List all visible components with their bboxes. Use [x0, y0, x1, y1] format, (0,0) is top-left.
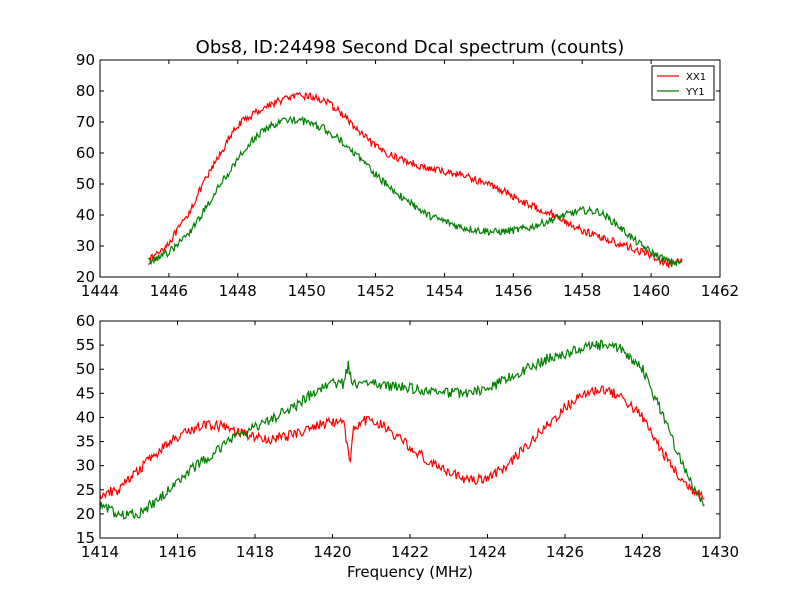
y-tick-label: 60	[76, 312, 95, 330]
y-tick-label: 20	[76, 268, 95, 286]
y-tick-label: 15	[76, 529, 95, 547]
x-tick-label: 1454	[425, 282, 463, 300]
legend-box	[651, 65, 715, 101]
series-line-yy1	[100, 339, 705, 520]
x-tick-label: 1458	[563, 282, 601, 300]
y-tick-label: 55	[76, 336, 95, 354]
legend-label-xx1: XX1	[686, 72, 706, 83]
x-tick-label: 1426	[546, 543, 584, 561]
series-line-yy1	[147, 115, 683, 268]
chart-title: Obs8, ID:24498 Second Dcal spectrum (cou…	[196, 37, 625, 58]
x-tick-label: 1414	[81, 543, 119, 561]
series-line-xx1	[100, 384, 705, 500]
x-tick-label: 1446	[150, 282, 188, 300]
x-tick-label: 1462	[701, 282, 739, 300]
y-tick-label: 70	[76, 113, 95, 131]
x-tick-label: 1422	[391, 543, 429, 561]
legend-label-yy1: YY1	[685, 87, 705, 98]
axes-frame	[99, 59, 721, 278]
x-tick-label: 1430	[701, 543, 739, 561]
y-tick-label: 60	[76, 144, 95, 162]
y-tick-label: 40	[76, 408, 95, 426]
x-tick-label: 1456	[494, 282, 532, 300]
x-tick-label: 1452	[356, 282, 394, 300]
series-line-xx1	[147, 91, 683, 268]
y-tick-label: 45	[76, 384, 95, 402]
top-panel: 1444 1446 1448 1450 1452 1454 1456 1458 1460 1462…	[76, 51, 739, 300]
x-tick-label: 1450	[288, 282, 326, 300]
x-tick-label: 1460	[632, 282, 670, 300]
y-tick-label: 40	[76, 206, 95, 224]
y-tick-label: 25	[76, 481, 95, 499]
x-tick-label: 1424	[468, 543, 506, 561]
x-tick-label: 1416	[158, 543, 196, 561]
y-tick-label: 90	[76, 51, 95, 69]
y-tick-label: 20	[76, 505, 95, 523]
y-tick-label: 80	[76, 82, 95, 100]
x-axis-label: Frequency (MHz)	[347, 563, 473, 581]
x-tick-label: 1444	[81, 282, 119, 300]
y-tick-label: 30	[76, 457, 95, 475]
y-tick-label: 30	[76, 237, 95, 255]
y-tick-label: 35	[76, 433, 95, 451]
bottom-panel: 1414 1416 1418 1420 1422 1424 1426 1428 1430 15 20…	[76, 312, 739, 561]
x-tick-label: 1418	[236, 543, 274, 561]
y-tick-label: 50	[76, 360, 95, 378]
x-tick-label: 1448	[219, 282, 257, 300]
x-tick-label: 1420	[313, 543, 351, 561]
y-tick-label: 50	[76, 175, 95, 193]
x-tick-label: 1428	[623, 543, 661, 561]
